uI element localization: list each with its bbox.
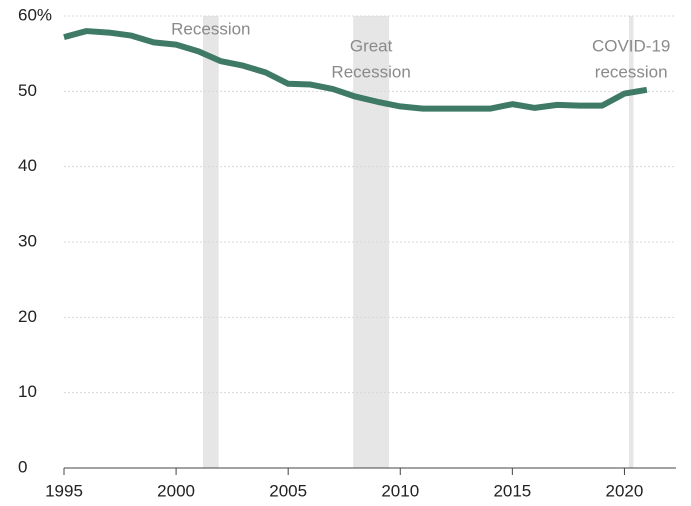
x-tick-label: 2015 — [493, 481, 531, 500]
recession-label: Recession — [331, 62, 410, 81]
y-tick-label: 30 — [18, 231, 37, 250]
x-tick-label: 2005 — [269, 481, 307, 500]
y-tick-label: 50 — [18, 81, 37, 100]
y-tick-label: 0 — [18, 457, 27, 476]
y-tick-label: 40 — [18, 156, 37, 175]
recession-label: recession — [595, 62, 668, 81]
recession-label: COVID-19 — [592, 36, 670, 55]
y-tick-label: 10 — [18, 382, 37, 401]
recession-label: Recession — [171, 19, 250, 38]
recession-label: Great — [350, 36, 393, 55]
data-line — [63, 28, 648, 112]
x-tick-label: 2020 — [606, 481, 644, 500]
x-tick-label: 2000 — [157, 481, 195, 500]
recession-band — [628, 16, 634, 468]
recession-band — [353, 16, 390, 468]
recession-band — [202, 16, 219, 468]
y-tick-label: 60% — [18, 5, 52, 24]
x-tick-label: 2010 — [381, 481, 419, 500]
x-tick-label: 1995 — [45, 481, 83, 500]
y-tick-label: 20 — [18, 307, 37, 326]
